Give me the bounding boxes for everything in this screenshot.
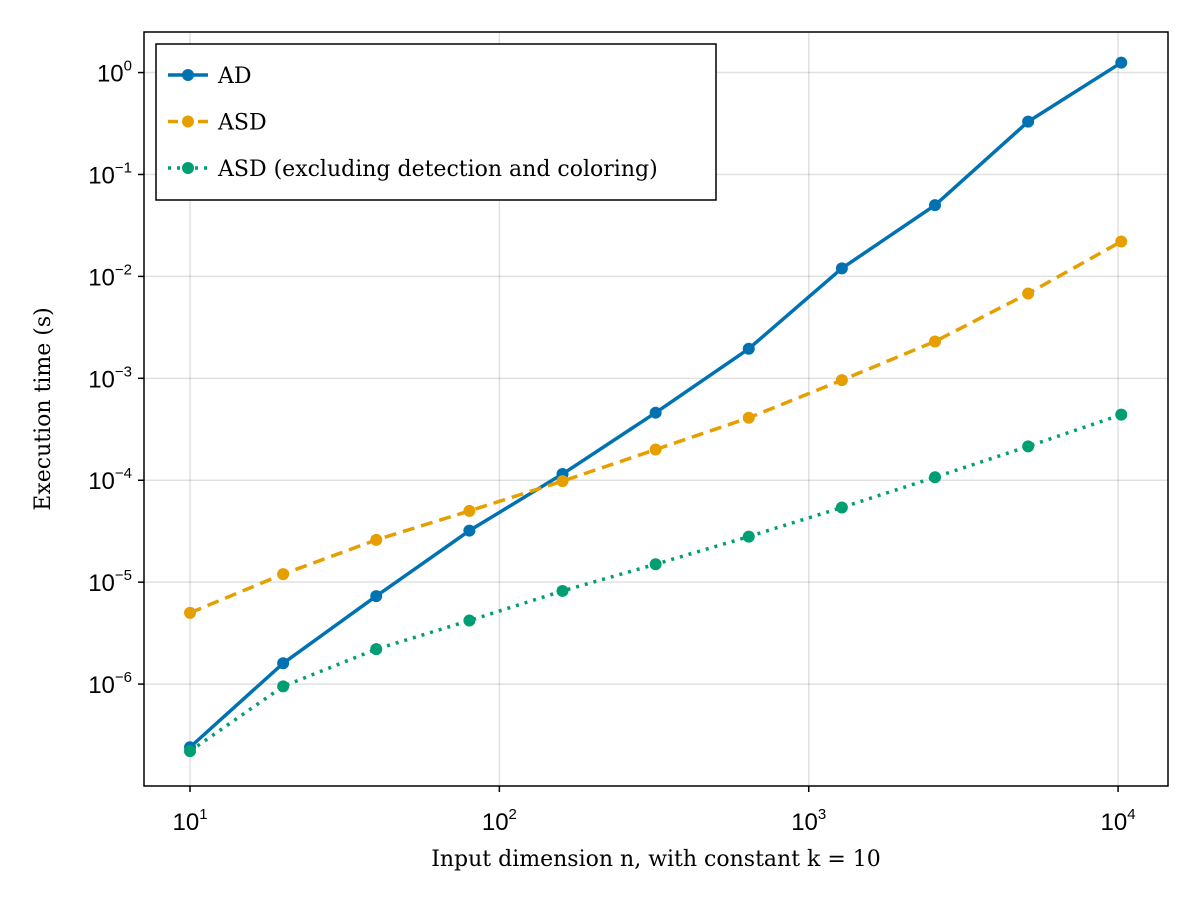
plot-frame xyxy=(143,31,1169,787)
data-point-asd xyxy=(184,606,197,619)
y-tick-label-base: 10 xyxy=(88,162,115,189)
legend-swatch-marker xyxy=(182,162,194,174)
data-point-asd-excluding-detection-and-coloring xyxy=(463,614,476,627)
legend: AD ASD ASD (excluding detection and colori… xyxy=(155,43,717,201)
series-layer xyxy=(184,56,1128,758)
x-tick-label-exponent: 1 xyxy=(199,806,207,823)
x-tick-label: 103 xyxy=(791,806,826,836)
data-point-asd-excluding-detection-and-coloring xyxy=(929,471,942,484)
y-tick-label-exponent: −5 xyxy=(115,567,132,584)
y-tick-label-exponent: 0 xyxy=(124,58,132,75)
data-point-asd xyxy=(649,443,662,456)
data-point-asd-excluding-detection-and-coloring xyxy=(1115,408,1128,421)
series-asd-excluding-detection-and-coloring xyxy=(184,408,1128,758)
x-tick-label-base: 10 xyxy=(482,809,509,836)
y-axis-label: Execution time (s) xyxy=(31,307,56,510)
y-tick-label: 10−4 xyxy=(88,465,132,495)
y-tick-label-exponent: −2 xyxy=(115,261,132,278)
y-tick-label-exponent: −3 xyxy=(115,363,132,380)
x-tick-label-base: 10 xyxy=(172,809,199,836)
data-point-asd-excluding-detection-and-coloring xyxy=(742,530,755,543)
y-tick-label: 10−1 xyxy=(88,159,132,189)
y-tick-label-exponent: −1 xyxy=(115,159,132,176)
data-point-ad xyxy=(835,262,848,275)
data-point-asd xyxy=(277,568,290,581)
x-axis-label: Input dimension n, with constant k = 10 xyxy=(431,847,881,872)
data-point-asd-excluding-detection-and-coloring xyxy=(835,501,848,514)
legend-entry-asd-excluding-detection-and-coloring: ASD (excluding detection and coloring) xyxy=(168,157,658,182)
y-tick-label-base: 10 xyxy=(88,468,115,495)
data-point-asd-excluding-detection-and-coloring xyxy=(556,584,569,597)
data-point-asd xyxy=(1022,287,1035,300)
data-point-asd-excluding-detection-and-coloring xyxy=(649,558,662,571)
data-point-ad xyxy=(1115,56,1128,69)
y-tick-label-base: 10 xyxy=(88,672,115,699)
tick-marks xyxy=(138,71,1119,792)
y-tick-label-base: 10 xyxy=(97,61,124,88)
data-point-asd xyxy=(742,411,755,424)
y-tick-label: 10−6 xyxy=(88,669,132,699)
legend-entry-ad: AD xyxy=(168,64,252,89)
y-tick-label: 10−3 xyxy=(88,363,132,393)
y-tick-label: 10−5 xyxy=(88,567,132,597)
data-point-ad xyxy=(370,590,383,603)
series-asd xyxy=(184,235,1128,619)
data-point-asd-excluding-detection-and-coloring xyxy=(277,680,290,693)
data-point-asd-excluding-detection-and-coloring xyxy=(370,643,383,656)
x-tick-label-base: 10 xyxy=(791,809,818,836)
data-point-asd xyxy=(835,374,848,387)
legend-entries: AD ASD ASD (excluding detection and colori… xyxy=(168,64,658,182)
y-tick-label-base: 10 xyxy=(88,366,115,393)
legend-swatch-marker xyxy=(182,69,194,81)
y-tick-label: 100 xyxy=(97,58,132,88)
x-tick-label: 102 xyxy=(482,806,517,836)
legend-label: ASD xyxy=(217,111,267,136)
data-point-asd xyxy=(929,335,942,348)
y-tick-label-exponent: −4 xyxy=(115,465,132,482)
legend-label: ASD (excluding detection and coloring) xyxy=(217,157,658,182)
data-point-asd-excluding-detection-and-coloring xyxy=(184,745,197,758)
legend-entry-asd: ASD xyxy=(168,111,267,136)
series-line-asd xyxy=(189,239,1123,615)
x-tick-label-base: 10 xyxy=(1101,809,1128,836)
x-tick-label-exponent: 2 xyxy=(509,806,517,823)
legend-box xyxy=(155,43,717,201)
data-point-asd xyxy=(463,504,476,517)
data-point-ad xyxy=(742,342,755,355)
y-tick-label-base: 10 xyxy=(88,570,115,597)
data-point-ad xyxy=(649,406,662,419)
x-tick-labels: 101 102 103 104 xyxy=(172,806,1135,836)
x-tick-label: 101 xyxy=(172,806,207,836)
data-point-ad xyxy=(929,199,942,212)
y-tick-label-exponent: −6 xyxy=(115,669,132,686)
x-tick-label: 104 xyxy=(1101,806,1136,836)
data-point-ad xyxy=(1022,115,1035,128)
data-point-asd xyxy=(1115,235,1128,248)
y-tick-label-base: 10 xyxy=(88,264,115,291)
data-point-ad xyxy=(463,524,476,537)
data-point-asd-excluding-detection-and-coloring xyxy=(1022,440,1035,453)
data-point-asd xyxy=(370,533,383,546)
legend-label: AD xyxy=(217,64,252,89)
legend-swatch-marker xyxy=(182,115,194,128)
y-tick-label: 10−2 xyxy=(88,261,132,291)
data-point-ad xyxy=(277,657,290,670)
data-point-asd xyxy=(556,475,569,488)
x-tick-label-exponent: 3 xyxy=(818,806,826,823)
x-tick-label-exponent: 4 xyxy=(1127,806,1135,823)
